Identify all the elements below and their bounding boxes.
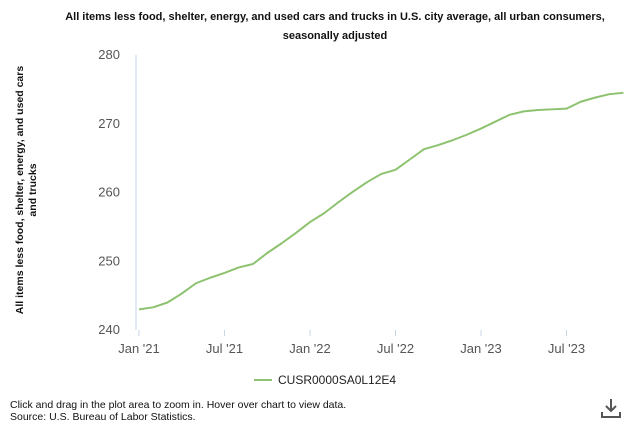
data-point[interactable] (407, 157, 413, 163)
data-point[interactable] (435, 142, 441, 148)
data-point[interactable] (393, 167, 399, 173)
x-tick-label: Jul '22 (377, 341, 414, 356)
data-point[interactable] (179, 291, 185, 297)
data-point[interactable] (207, 275, 213, 281)
data-point[interactable] (535, 107, 541, 113)
y-tick-label: 250 (98, 253, 120, 268)
data-point[interactable] (250, 261, 256, 267)
data-point[interactable] (564, 106, 570, 112)
y-tick-label: 240 (98, 322, 120, 337)
data-point[interactable] (364, 179, 370, 185)
data-point[interactable] (264, 250, 270, 256)
data-point[interactable] (336, 199, 342, 205)
data-point[interactable] (492, 119, 498, 125)
data-point[interactable] (507, 112, 513, 118)
data-point[interactable] (321, 210, 327, 216)
data-point[interactable] (421, 146, 427, 152)
data-point[interactable] (578, 99, 584, 105)
x-tick-label: Jul '23 (548, 341, 585, 356)
data-point[interactable] (592, 95, 598, 101)
series-line[interactable] (138, 91, 624, 311)
y-tick-label: 260 (98, 185, 120, 200)
zoom-hint: Click and drag in the plot area to zoom … (10, 399, 347, 411)
data-point[interactable] (222, 270, 228, 276)
legend-label: CUSR0000SA0L12E4 (278, 373, 397, 387)
source-note: Source: U.S. Bureau of Labor Statistics. (10, 411, 196, 423)
data-point[interactable] (549, 106, 555, 112)
data-point[interactable] (193, 280, 199, 286)
data-point[interactable] (165, 300, 171, 306)
download-icon[interactable] (600, 397, 622, 419)
data-point[interactable] (378, 171, 384, 177)
x-tick-label: Jan '22 (289, 341, 331, 356)
data-point[interactable] (606, 91, 612, 97)
data-point[interactable] (478, 126, 484, 132)
x-tick-label: Jan '21 (118, 341, 160, 356)
data-point[interactable] (150, 304, 156, 310)
data-point[interactable] (464, 132, 470, 138)
legend-swatch (254, 379, 272, 381)
data-point[interactable] (136, 306, 142, 312)
chart-footer: Click and drag in the plot area to zoom … (10, 399, 346, 423)
data-point[interactable] (450, 137, 456, 143)
data-point[interactable] (307, 219, 313, 225)
data-point[interactable] (521, 108, 527, 114)
y-tick-label: 280 (98, 47, 120, 62)
data-point[interactable] (236, 264, 242, 270)
data-point[interactable] (293, 230, 299, 236)
x-tick-label: Jul '21 (206, 341, 243, 356)
data-point[interactable] (621, 90, 627, 96)
data-point[interactable] (279, 240, 285, 246)
chart-title: All items less food, shelter, energy, an… (65, 11, 605, 42)
data-point[interactable] (350, 189, 356, 195)
x-tick-label: Jan '23 (460, 341, 502, 356)
y-tick-label: 270 (98, 116, 120, 131)
legend[interactable]: CUSR0000SA0L12E4 (254, 373, 396, 387)
